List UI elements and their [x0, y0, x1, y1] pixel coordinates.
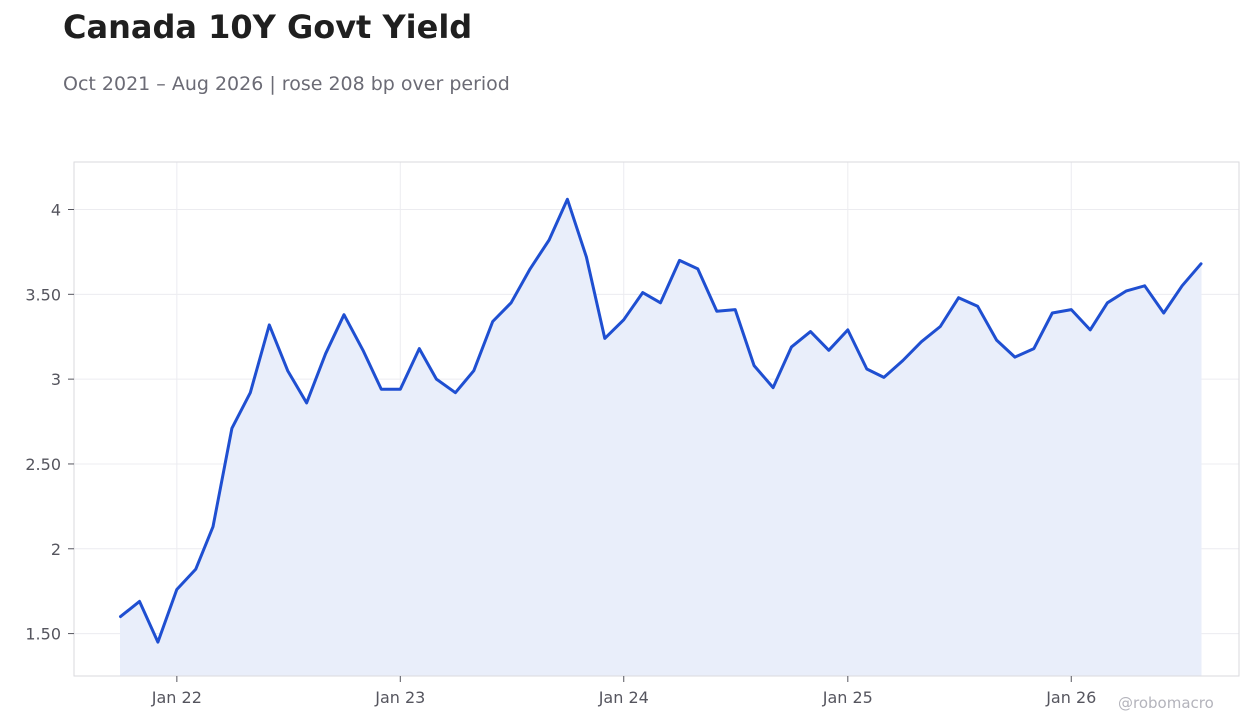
chart-title: Canada 10Y Govt Yield [63, 8, 473, 46]
y-tick-label: 2.50 [25, 455, 61, 474]
y-tick-label: 1.50 [25, 625, 61, 644]
y-tick-label: 3.50 [25, 285, 61, 304]
x-tick-label: Jan 23 [374, 688, 425, 707]
x-tick-label: Jan 25 [822, 688, 873, 707]
y-tick-label: 2 [51, 540, 61, 559]
y-tick-label: 4 [51, 200, 61, 219]
y-tick-label: 3 [51, 370, 61, 389]
watermark: @robomacro [1118, 694, 1214, 712]
x-tick-label: Jan 26 [1045, 688, 1096, 707]
axis-layer: 1.50 2 2.50 3 3.50 4 Jan 22 Jan 23 Jan 24 Jan 25 J… [25, 200, 1096, 707]
x-tick-label: Jan 24 [598, 688, 649, 707]
chart-subtitle: Oct 2021 – Aug 2026 | rose 208 bp over p… [63, 73, 510, 95]
plot-frame [73, 161, 1240, 677]
yield-series-line [119, 197, 1203, 644]
x-tick-label: Jan 22 [151, 688, 202, 707]
yield-area-fill [120, 197, 1202, 677]
